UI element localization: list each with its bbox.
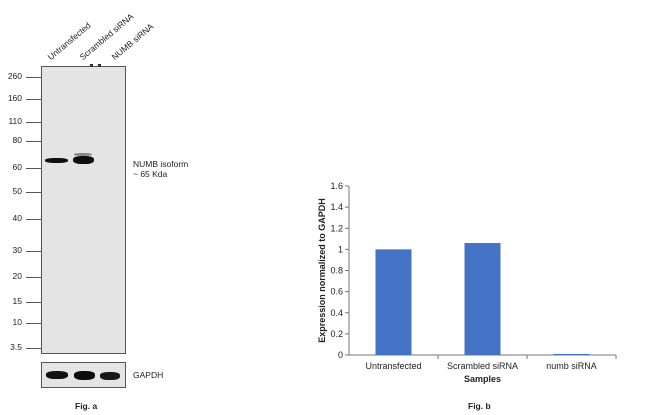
mw-marker-tick — [26, 277, 42, 278]
mw-marker-tick — [26, 168, 42, 169]
numb-band-scrambled — [73, 156, 94, 164]
gapdh-blot-panel — [41, 362, 126, 388]
gapdh-band-numb — [100, 372, 120, 380]
well-mark — [98, 64, 101, 67]
mw-marker-label: 10 — [12, 317, 22, 327]
band-annotation-line2: ~ 65 Kda — [133, 169, 168, 179]
numb-band-scrambled-smear — [74, 153, 92, 156]
numb-band-untransfected — [45, 158, 68, 163]
band-annotation-line1: NUMB isoform — [133, 159, 189, 169]
x-tick-label: Untransfected — [365, 361, 421, 371]
x-tick-label: Scrambled siRNA — [447, 361, 518, 371]
y-tick-label: 0.2 — [330, 329, 343, 339]
fig-a-caption: Fig. a — [75, 401, 98, 411]
mw-marker-tick — [26, 348, 42, 349]
mw-marker-label: 110 — [8, 116, 22, 126]
x-tick-label: numb siRNA — [546, 361, 597, 371]
mw-marker-label: 30 — [12, 245, 22, 255]
y-tick-label: 1.2 — [330, 223, 343, 233]
y-axis-title: Expression normalized to GAPDH — [317, 198, 327, 343]
bar — [553, 353, 590, 355]
y-tick-label: 0.6 — [330, 287, 343, 297]
mw-marker-label: 160 — [7, 93, 22, 103]
mw-marker-label: 3.5 — [10, 342, 22, 352]
mw-marker-tick — [26, 302, 42, 303]
y-tick-label: 1 — [338, 244, 343, 254]
well-mark — [90, 64, 93, 67]
bar — [375, 249, 412, 355]
mw-marker-tick — [26, 141, 42, 142]
mw-marker-label: 50 — [12, 186, 22, 196]
mw-marker-tick — [26, 77, 42, 78]
gapdh-label: GAPDH — [133, 370, 164, 380]
gapdh-band-scrambled — [74, 371, 95, 380]
mw-marker-tick — [26, 192, 42, 193]
mw-marker-tick — [26, 323, 42, 324]
y-tick-label: 1.6 — [330, 181, 343, 191]
main-blot-panel — [41, 64, 126, 354]
mw-marker-label: 40 — [12, 213, 22, 223]
mw-marker-tick — [26, 122, 42, 123]
mw-marker-tick — [26, 99, 42, 100]
gapdh-band-untransfected — [46, 371, 68, 379]
y-tick-label: 1.4 — [330, 202, 343, 212]
mw-marker-label: 20 — [12, 271, 22, 281]
mw-marker-label: 60 — [12, 162, 22, 172]
y-tick-label: 0.8 — [330, 266, 343, 276]
mw-marker-tick — [26, 251, 42, 252]
y-tick-label: 0.4 — [330, 308, 343, 318]
mw-marker-label: 260 — [7, 71, 22, 81]
mw-marker-label: 80 — [12, 135, 22, 145]
y-tick-label: 0 — [338, 350, 343, 360]
bar — [464, 243, 501, 355]
mw-marker-label: 15 — [12, 296, 22, 306]
mw-marker-tick — [26, 219, 42, 220]
fig-b-caption: Fig. b — [468, 401, 491, 411]
x-axis-title: Samples — [464, 374, 501, 384]
